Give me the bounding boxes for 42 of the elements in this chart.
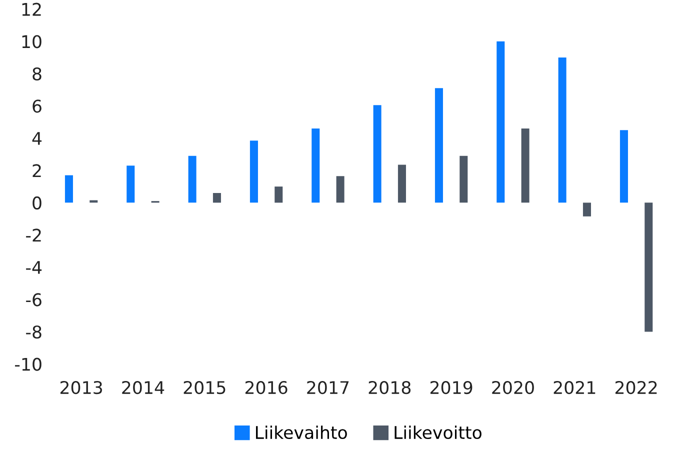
x-tick-label: 2014 [122,380,164,394]
bar [250,140,258,203]
y-tick-label: 0 [32,196,42,210]
bar [644,202,653,332]
bar [558,57,566,203]
x-tick-label: 2019 [430,380,472,394]
y-tick-label: 2 [32,164,41,178]
y-tick-label: -8 [26,325,42,339]
y-tick-label: -6 [26,293,42,306]
bar [521,128,530,203]
bar [336,176,344,203]
bar [582,202,591,216]
y-tick-label: 12 [22,2,41,16]
bar [64,175,73,203]
bar [274,186,283,203]
bar [496,41,505,203]
bar [212,193,221,203]
y-tick-label: 6 [32,100,42,113]
y-tick-label: 10 [22,35,42,48]
y-tick-label: -4 [26,261,42,274]
bar [398,164,406,203]
x-tick-label: 2015 [184,380,226,394]
y-tick-label: -10 [15,358,42,371]
y-tick-label: -2 [26,228,41,242]
x-tick-label: 2016 [245,380,288,394]
bar [620,130,628,203]
y-tick-label: 8 [32,67,42,80]
legend-label: Liikevoitto [394,426,482,440]
x-tick-label: 2021 [554,380,596,394]
bar [126,166,135,203]
y-tick-label: 4 [32,132,42,145]
x-tick-label: 2020 [492,380,534,394]
legend-label: Liikevaihto [256,426,347,440]
bar [312,128,320,203]
bar [434,88,443,203]
x-tick-label: 2018 [368,380,411,394]
x-tick-label: 2013 [60,380,102,394]
bar [373,105,382,203]
bar [460,156,468,203]
x-tick-label: 2017 [307,380,349,394]
bar [188,156,196,203]
x-tick-label: 2022 [615,380,657,394]
